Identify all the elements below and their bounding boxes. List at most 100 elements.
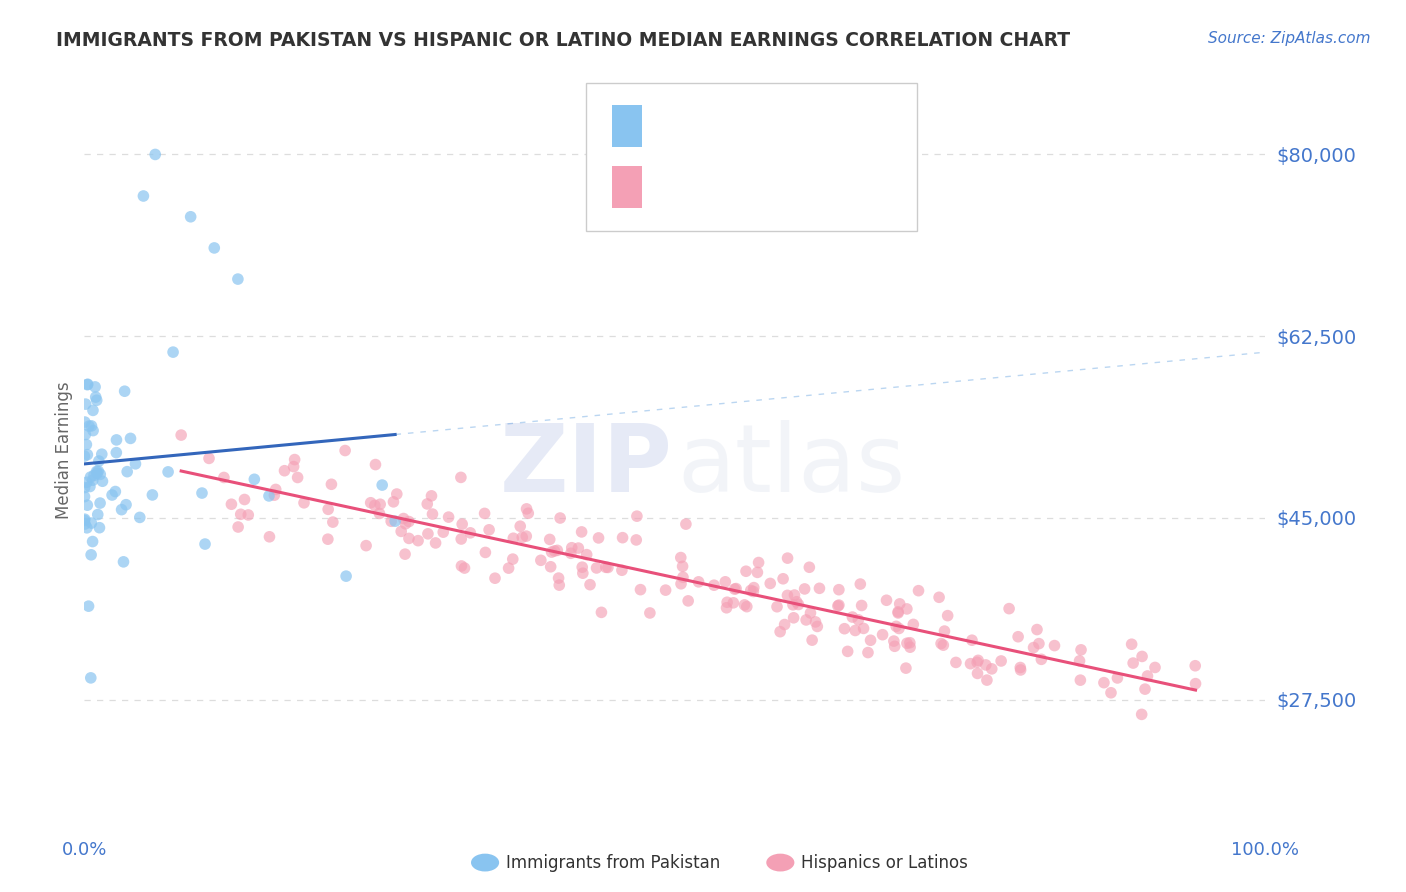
Point xyxy=(80,548,103,562)
Point xyxy=(724,582,747,596)
Point xyxy=(766,599,789,614)
Point xyxy=(112,555,135,569)
Point xyxy=(398,515,420,529)
Point xyxy=(389,524,412,539)
Point xyxy=(333,443,356,458)
Point xyxy=(76,521,98,535)
Point xyxy=(406,533,429,548)
Point xyxy=(776,551,799,566)
Point xyxy=(170,428,193,442)
Point xyxy=(572,566,595,581)
Point xyxy=(75,437,97,451)
Point xyxy=(259,530,281,544)
Point xyxy=(76,475,98,490)
Point xyxy=(368,497,391,511)
Point xyxy=(89,496,111,510)
Point xyxy=(876,593,898,607)
Point xyxy=(543,544,565,558)
Point xyxy=(321,477,343,491)
Point xyxy=(1010,660,1032,674)
Point xyxy=(162,345,184,359)
Point xyxy=(84,390,107,404)
Point xyxy=(887,606,910,620)
Point xyxy=(806,619,828,633)
Point xyxy=(672,570,695,584)
Point xyxy=(669,576,692,591)
Text: Immigrants from Pakistan: Immigrants from Pakistan xyxy=(506,854,720,871)
Text: R =: R = xyxy=(664,178,706,196)
Point xyxy=(226,520,249,534)
Point xyxy=(157,465,180,479)
Point xyxy=(1099,686,1122,700)
Point xyxy=(735,599,758,614)
Point xyxy=(567,541,589,555)
Point xyxy=(1028,637,1050,651)
Point xyxy=(221,497,243,511)
Point xyxy=(484,571,506,585)
Point xyxy=(759,576,782,591)
Point xyxy=(782,611,804,625)
Point xyxy=(742,581,765,595)
Point xyxy=(75,397,97,411)
Point xyxy=(793,582,815,596)
Point xyxy=(398,532,420,546)
Point xyxy=(540,545,562,559)
Point xyxy=(1121,637,1143,651)
Point xyxy=(585,561,607,575)
Point xyxy=(716,595,738,609)
Point xyxy=(516,501,538,516)
Point xyxy=(80,671,103,685)
Point xyxy=(354,539,377,553)
Point xyxy=(80,418,103,433)
Point xyxy=(76,377,98,392)
Point xyxy=(257,489,280,503)
Point xyxy=(828,582,851,597)
Point xyxy=(450,532,472,546)
Point xyxy=(105,445,128,459)
Point xyxy=(73,513,96,527)
Point xyxy=(932,638,955,652)
Point xyxy=(243,472,266,486)
Point xyxy=(783,588,806,602)
Point xyxy=(907,583,929,598)
Point xyxy=(287,470,309,484)
Point xyxy=(79,479,101,493)
Point xyxy=(735,564,758,578)
Point xyxy=(87,464,110,478)
Point xyxy=(626,509,648,524)
Point xyxy=(1130,707,1153,722)
Point xyxy=(837,644,859,658)
Point xyxy=(980,662,1002,676)
Point xyxy=(776,588,799,602)
Point xyxy=(898,640,921,655)
Point xyxy=(1184,676,1206,690)
Point xyxy=(114,384,136,399)
Point xyxy=(89,521,111,535)
Point xyxy=(73,449,96,463)
Point xyxy=(799,606,821,620)
Point xyxy=(966,666,988,681)
Point xyxy=(451,517,474,532)
Point xyxy=(502,552,524,566)
Point xyxy=(1031,652,1053,666)
Point xyxy=(703,578,725,592)
Point xyxy=(560,546,582,560)
Point xyxy=(998,601,1021,615)
Point xyxy=(626,533,648,547)
Point xyxy=(889,597,911,611)
Point xyxy=(510,530,533,544)
Point xyxy=(180,210,202,224)
Point xyxy=(284,452,307,467)
Point xyxy=(437,510,460,524)
Point xyxy=(73,481,96,495)
Point xyxy=(1133,682,1156,697)
Point xyxy=(688,574,710,589)
Point xyxy=(73,512,96,526)
Point xyxy=(723,596,745,610)
Point xyxy=(382,495,405,509)
Point xyxy=(610,563,633,577)
Point xyxy=(316,532,339,546)
Point xyxy=(676,594,699,608)
Point xyxy=(124,457,146,471)
Point xyxy=(883,640,905,654)
